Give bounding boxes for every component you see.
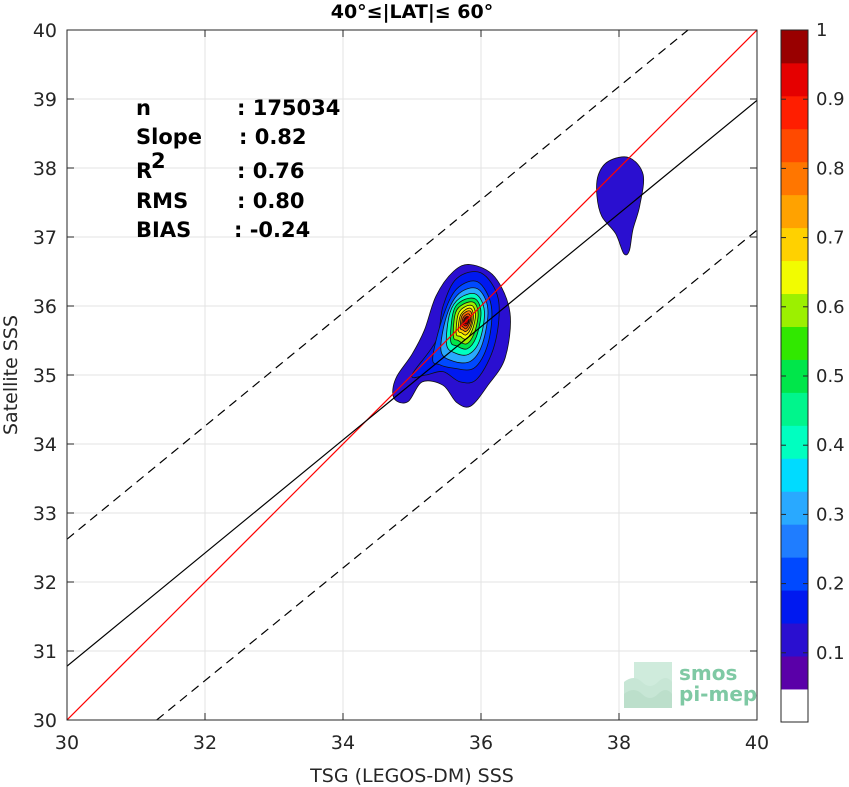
- y-tick-label: 38: [33, 158, 57, 180]
- y-axis-ticks: 30 31 32 33 34 35 36 37 38 39 40: [33, 20, 757, 732]
- y-axis-label: Satellite SSS: [0, 315, 22, 435]
- stat-value: : 0.80: [237, 189, 305, 213]
- y-tick-label: 36: [33, 296, 57, 318]
- stat-superscript: 2: [151, 149, 166, 173]
- colorbar-tick-label: 0.8: [816, 158, 845, 179]
- x-tick-label: 30: [55, 732, 79, 754]
- regression-line: [67, 99, 757, 667]
- grid-lines: [66, 29, 758, 721]
- colorbar-segment: [781, 656, 808, 690]
- y-tick-label: 34: [33, 434, 57, 456]
- colorbar-segment: [781, 491, 808, 525]
- x-tick-label: 40: [745, 732, 769, 754]
- colorbar-tick-label: 0.6: [816, 297, 845, 318]
- density-contour-secondary: [596, 156, 645, 256]
- stat-label: n: [136, 96, 151, 120]
- y-tick-label: 35: [33, 365, 57, 387]
- logo-text-smos: smos: [679, 661, 737, 685]
- x-axis-ticks: 30 32 34 36 38 40: [55, 30, 769, 754]
- colorbar-tick-label: 0.1: [816, 643, 845, 664]
- watermark-logo: smos pi-mep: [624, 661, 757, 708]
- stat-value: : 0.76: [237, 159, 305, 183]
- colorbar-segment: [781, 623, 808, 657]
- statistics-box: n : 175034 Slope : 0.82 R2 : 0.76 RMS : 0.80 BIA…: [136, 96, 340, 242]
- colorbar-segment: [781, 194, 808, 229]
- colorbar-tick-label: 0.5: [816, 366, 845, 387]
- colorbar-segment: [781, 62, 808, 97]
- colorbar-tick-label: 0.2: [816, 574, 845, 595]
- stat-value: : 175034: [237, 96, 340, 120]
- x-tick-label: 36: [469, 732, 493, 754]
- x-tick-label: 34: [331, 732, 355, 754]
- colorbar-segment: [781, 128, 808, 163]
- colorbar-segment: [781, 30, 808, 64]
- colorbar-segment: [781, 227, 808, 262]
- colorbar-segment: [781, 689, 808, 723]
- colorbar-tick-label: 0.4: [816, 435, 845, 456]
- x-axis-label: TSG (LEGOS-DM) SSS: [309, 765, 514, 787]
- stat-label: BIAS: [136, 218, 191, 242]
- x-tick-label: 38: [607, 732, 631, 754]
- y-tick-label: 33: [33, 503, 57, 525]
- stat-label: R: [136, 159, 152, 183]
- chart-title: 40°≤|LAT|≤ 60°: [331, 1, 494, 23]
- colorbar-segment: [781, 458, 808, 492]
- colorbar-segment: [781, 557, 808, 591]
- colorbar-tick-label: 1: [816, 20, 827, 41]
- stat-label: Slope: [136, 125, 202, 149]
- y-tick-label: 37: [33, 227, 57, 249]
- colorbar-segment: [781, 326, 808, 360]
- y-tick-label: 32: [33, 572, 57, 594]
- lower-bound-line: [156, 229, 757, 720]
- reference-lines: [67, 30, 757, 720]
- stat-value: : -0.24: [234, 218, 310, 242]
- colorbar-segment: [781, 95, 808, 130]
- logo-text-pimep: pi-mep: [679, 682, 757, 706]
- y-tick-label: 39: [33, 89, 57, 111]
- colorbar: 0.1 0.2 0.3 0.4 0.5 0.6 0.7 0.8 0.9 1: [780, 20, 845, 723]
- colorbar-segment: [781, 293, 808, 327]
- one-to-one-line: [67, 30, 757, 720]
- colorbar-tick-label: 0.3: [816, 504, 845, 525]
- colorbar-segment: [781, 260, 808, 295]
- y-tick-label: 30: [33, 710, 57, 732]
- colorbar-segment: [781, 425, 808, 459]
- colorbar-segment: [781, 590, 808, 624]
- colorbar-tick-label: 0.7: [816, 228, 845, 249]
- x-tick-label: 32: [193, 732, 217, 754]
- logo-wave-icon: [624, 662, 672, 708]
- stat-label: RMS: [136, 189, 188, 213]
- colorbar-segment: [781, 524, 808, 558]
- colorbar-segment: [781, 161, 808, 196]
- colorbar-tick-label: 0.9: [816, 89, 845, 110]
- stat-value: : 0.82: [239, 125, 307, 149]
- colorbar-segment: [781, 392, 808, 426]
- y-tick-label: 40: [33, 20, 57, 42]
- y-tick-label: 31: [33, 641, 57, 663]
